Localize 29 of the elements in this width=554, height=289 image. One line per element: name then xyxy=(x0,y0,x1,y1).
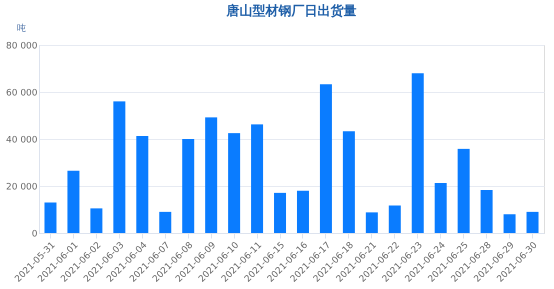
y-axis-title: 吨 xyxy=(17,23,26,34)
bar xyxy=(366,212,378,233)
bar xyxy=(136,136,148,233)
chart-title: 唐山型材钢厂日出货量 xyxy=(226,3,356,19)
bar xyxy=(274,192,286,233)
bar xyxy=(113,101,126,233)
y-tick-label: 80 000 xyxy=(6,42,38,52)
bar xyxy=(205,117,218,233)
bar xyxy=(526,212,539,233)
bar xyxy=(434,182,447,233)
bar xyxy=(458,148,470,233)
bar xyxy=(159,212,172,233)
bar xyxy=(228,133,240,233)
bar xyxy=(342,131,355,233)
bar xyxy=(67,170,80,233)
bar xyxy=(504,214,516,233)
bar xyxy=(182,139,194,233)
bar xyxy=(388,206,401,233)
bar xyxy=(251,124,264,233)
bar xyxy=(480,190,493,233)
bar xyxy=(320,84,332,233)
y-tick-label: 40 000 xyxy=(6,136,38,146)
y-tick-label: 60 000 xyxy=(6,88,38,98)
bar xyxy=(90,208,102,233)
bar xyxy=(412,73,424,233)
bar xyxy=(296,190,309,233)
y-tick-label: 0 xyxy=(32,230,38,240)
y-tick-label: 20 000 xyxy=(6,182,38,192)
bar xyxy=(44,202,56,233)
